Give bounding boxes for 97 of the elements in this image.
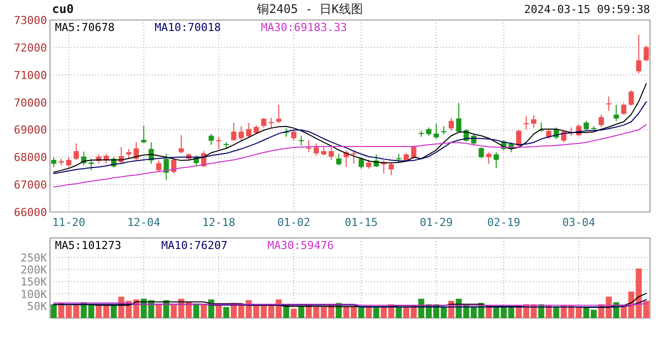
candlestick: [254, 124, 259, 135]
candlestick: [88, 158, 94, 171]
candlestick: [644, 45, 649, 62]
x-tick-label: 11-20: [52, 216, 86, 229]
candlestick: [164, 153, 169, 181]
y-tick-label: 100K: [20, 288, 48, 301]
x-tick-label: 12-04: [127, 216, 161, 229]
bar: [193, 304, 200, 318]
y-tick-label: 250K: [20, 251, 48, 264]
bar: [366, 307, 372, 318]
bar: [486, 306, 492, 318]
y-tick-label: 70000: [14, 96, 47, 110]
candlestick: [546, 129, 552, 140]
candlestick: [486, 152, 492, 164]
candlestick: [268, 117, 274, 128]
y-tick-label: 73000: [14, 14, 47, 27]
candlestick: [606, 96, 612, 112]
candlestick: [531, 114, 536, 128]
y-tick-label: 71000: [14, 68, 47, 82]
x-tick-label: 12-18: [202, 216, 236, 229]
bar: [358, 306, 364, 318]
candlestick: [216, 136, 222, 150]
y-tick-label: 67000: [14, 178, 47, 192]
candlestick: [291, 130, 296, 142]
bar: [50, 304, 57, 318]
candlestick: [598, 114, 604, 128]
candlestick: [636, 34, 642, 74]
bar: [156, 304, 162, 318]
candlestick: [134, 142, 139, 160]
candlestick: [156, 160, 162, 172]
line-series: [53, 83, 647, 173]
bar: [223, 307, 230, 318]
legend: MA10:76207: [161, 239, 228, 252]
bar: [290, 308, 297, 318]
bar: [396, 306, 402, 318]
candlestick: [231, 122, 236, 142]
legend: MA10:70018: [154, 21, 221, 34]
y-tick-label: 66000: [14, 206, 47, 219]
text: cu0: [52, 2, 74, 16]
bar: [373, 307, 380, 318]
candlestick: [621, 102, 626, 116]
candlestick: [614, 104, 619, 122]
legend: MA5:101273: [55, 239, 122, 252]
x-tick-label: 01-02: [277, 216, 310, 229]
candlestick: [246, 122, 252, 138]
y-tick-label: 200K: [20, 264, 48, 277]
candlestick: [74, 142, 79, 160]
candlestick: [298, 135, 304, 146]
y-tick-label: 150K: [20, 276, 48, 289]
bar: [298, 306, 304, 318]
candlestick: [561, 130, 566, 143]
y-tick-label: 69000: [14, 124, 47, 137]
legend: MA30:59476: [267, 239, 334, 252]
candlestick: [51, 156, 56, 168]
candlestick: [516, 129, 522, 148]
candlestick: [328, 146, 334, 160]
candlestick: [261, 117, 266, 128]
candlestick: [388, 162, 394, 176]
candlestick: [208, 134, 214, 146]
candlestick: [448, 117, 454, 132]
line-series: [53, 124, 647, 188]
chart-title: 铜2405 - 日K线图: [256, 2, 363, 16]
bar: [110, 305, 117, 318]
x-tick-label: 02-19: [487, 216, 520, 229]
bar: [200, 304, 207, 318]
candlestick: [434, 123, 439, 140]
x-tick-label: 03-04: [562, 216, 596, 229]
bar: [553, 306, 560, 318]
candlestick: [276, 104, 282, 124]
candlestick: [524, 116, 529, 130]
legend: MA30:69183.33: [260, 21, 347, 34]
candlestick: [411, 145, 416, 160]
candlestick: [351, 150, 356, 164]
y-tick-label: 50K: [27, 300, 48, 313]
y-tick-label: 72000: [14, 41, 47, 54]
candlestick: [178, 134, 184, 154]
candlestick: [306, 140, 312, 153]
x-tick-label: 01-15: [344, 216, 378, 229]
candlestick: [314, 142, 319, 156]
candlestick: [238, 126, 244, 142]
candlestick: [336, 153, 342, 166]
y-tick-label: 68000: [14, 151, 47, 164]
x-tick-label: 01-29: [420, 216, 453, 229]
text: 2024-03-15 09:59:38: [524, 3, 650, 16]
candlestick: [456, 102, 462, 133]
candlestick: [494, 152, 499, 169]
candlestick: [171, 156, 176, 174]
candlestick: [584, 120, 589, 132]
candlestick: [478, 146, 484, 159]
candlestick: [126, 148, 132, 160]
candlestick: [358, 156, 364, 170]
candlestick: [141, 125, 146, 144]
candlestick: [66, 156, 72, 168]
legend: MA5:70678: [55, 21, 115, 34]
line-series: [53, 101, 647, 174]
candlestick: [396, 153, 402, 164]
candlestick: [628, 90, 634, 106]
